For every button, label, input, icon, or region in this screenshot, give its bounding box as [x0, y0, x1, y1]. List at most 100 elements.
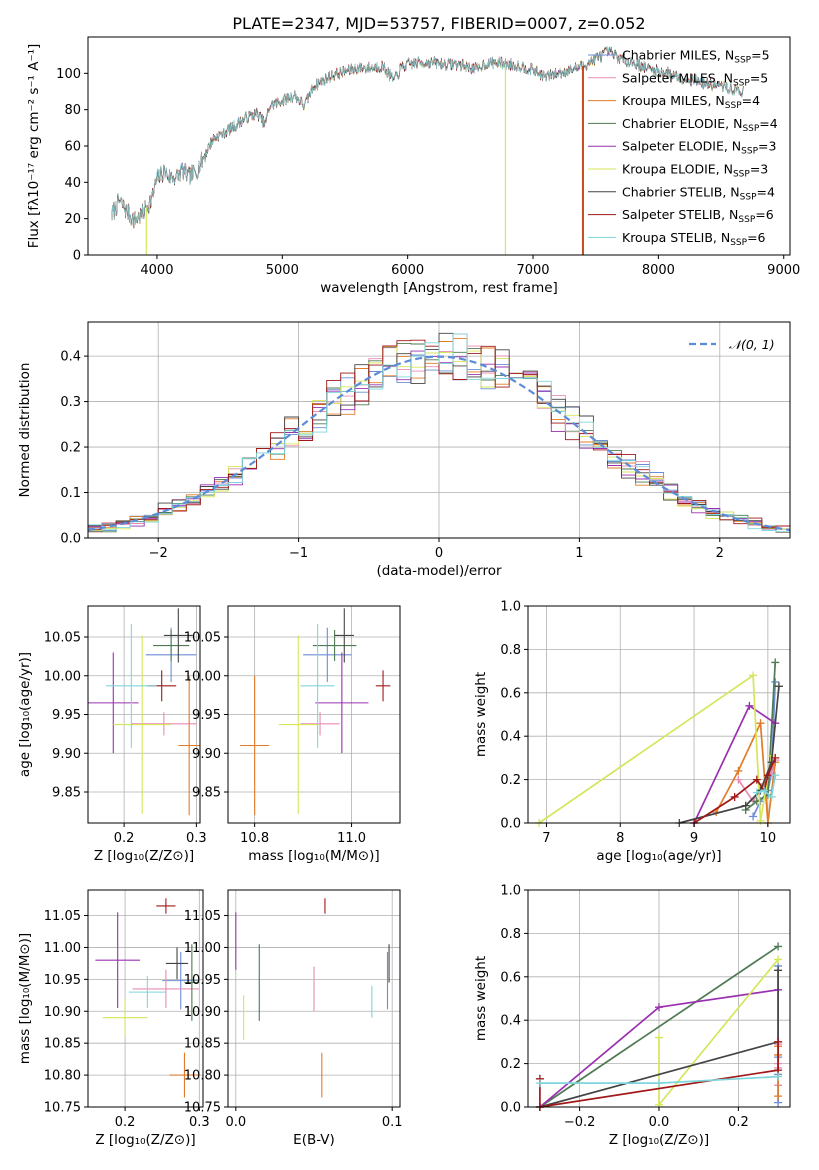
weight_vs_Z-ytick-label-5: 1.0: [500, 884, 521, 899]
weight_vs_age-marker-7-2: [752, 775, 761, 784]
age_vs_mass-point-1: [300, 712, 340, 736]
weight_vs_age-ytick-label-1: 0.2: [500, 773, 521, 788]
age_vs_Z-ytick-label-1: 9.90: [52, 747, 81, 762]
mass_vs_Z-point-4: [95, 912, 140, 1009]
mass_vs_Z-ytick-label-0: 10.75: [44, 1101, 81, 1116]
residuals-histogram-6: [88, 332, 790, 533]
age_vs_mass-point-8: [300, 623, 335, 748]
age_vs_mass-ytick-label-2: 9.95: [192, 708, 221, 723]
mass_vs_EBV-ytick-label-2: 10.85: [184, 1037, 221, 1052]
weight_vs_age-marker-7-4: [763, 771, 772, 780]
residuals-ytick-label-3: 0.3: [60, 395, 81, 410]
weight_vs_age-xtick-label-0: 7: [542, 831, 550, 846]
mass_vs_Z-frame: [87, 889, 204, 1108]
spectrum-xtick-label-1: 5000: [266, 263, 299, 278]
spectrum-xtick-label-2: 6000: [391, 263, 424, 278]
weight_vs_Z-xtick-label-0: −0.2: [564, 1115, 596, 1130]
residuals-xtick-label-4: 2: [716, 546, 724, 561]
spectrum-xtick-label-0: 4000: [140, 263, 173, 278]
age_vs_Z-points: [88, 608, 200, 816]
legend-label-7: Salpeter STELIB, NSSP=6: [622, 207, 774, 225]
age_vs_mass-points: [240, 608, 391, 816]
weight_vs_Z-xlabel: Z [log₁₀(Z/Z⊙)]: [609, 1132, 709, 1148]
legend-label-1: Salpeter MILES, NSSP=5: [622, 70, 768, 88]
spectrum-ytick-label-2: 40: [64, 176, 81, 191]
age_vs_mass-point-2: [240, 675, 270, 816]
mass_vs_Z-points: [95, 898, 200, 1098]
mass_vs_Z-point-3: [184, 944, 200, 1021]
weight_vs_Z-marker-8-1: [655, 1079, 663, 1088]
age_vs_Z-point-2: [178, 675, 200, 816]
age_vs_mass-ytick-label-4: 10.05: [184, 631, 221, 646]
weight_vs_Z-marker-6-2: [774, 966, 783, 975]
mass_vs_Z-ytick-label-5: 11.00: [44, 941, 81, 956]
age_vs_mass-point-3: [312, 630, 357, 662]
mass_vs_Z-point-7: [156, 898, 176, 914]
spectrum-xtick-label-5: 9000: [767, 263, 800, 278]
mass_vs_EBV-xtick-label-1: 0.1: [382, 1115, 403, 1130]
residuals-xtick-label-2: 0: [435, 546, 443, 561]
age_vs_mass-ytick-label-3: 10.00: [184, 669, 221, 684]
weight_vs_age-series-5: [538, 673, 773, 824]
weight_vs_age-frame: [527, 605, 791, 824]
weight_vs_age-marker-6-4: [774, 682, 783, 691]
weight_vs_Z-xtick-label-1: 0.0: [649, 1115, 670, 1130]
weight_vs_Z-ytick-label-1: 0.2: [500, 1057, 521, 1072]
spectrum-title: PLATE=2347, MJD=53757, FIBERID=0007, z=0…: [232, 14, 645, 33]
weight_vs_age-xtick-label-3: 10: [760, 831, 777, 846]
weight_vs_age-marker-3-3: [771, 658, 780, 667]
mass_vs_Z-ytick-label-2: 10.85: [44, 1037, 81, 1052]
weight_vs_Z-marker-2-2: [774, 1092, 783, 1101]
age_vs_Z-ytick-label-3: 10.00: [44, 669, 81, 684]
age_vs_Z-point-5: [113, 635, 172, 814]
mass_vs_EBV-xlabel: E(B-V): [293, 1132, 335, 1148]
spectrum-ytick-label-4: 80: [64, 103, 81, 118]
age_vs_mass-xlabel: mass [log₁₀(M/M⊙)]: [248, 848, 379, 864]
weight_vs_Z-marker-4-1: [655, 1003, 663, 1012]
age_vs_mass-point-6: [334, 608, 354, 663]
weight_vs_age-marker-1-0: [734, 775, 743, 784]
weight_vs_age-ytick-label-2: 0.4: [500, 730, 521, 745]
mass_vs_EBV-ytick-label-1: 10.80: [184, 1069, 221, 1084]
mass_vs_Z-point-0: [162, 951, 200, 1010]
age_vs_mass-point-0: [303, 627, 352, 682]
weight_vs_Z-marker-5-0: [655, 1033, 663, 1042]
spectrum-ytick-label-0: 0: [73, 249, 81, 264]
spectrum-lines: [111, 45, 744, 255]
weight_vs_Z-ytick-label-4: 0.8: [500, 927, 521, 942]
weight_vs_age-marker-0-0: [749, 812, 758, 821]
weight_vs_age-marker-8-1: [760, 786, 769, 795]
age_vs_Z-point-1: [131, 712, 197, 736]
mass_vs_Z-ytick-label-4: 10.95: [44, 973, 81, 988]
weight_vs_age-lines: [535, 658, 783, 827]
spectrum-ytick-label-3: 60: [64, 140, 81, 155]
age_vs_mass-ytick-label-0: 9.85: [192, 786, 221, 801]
weight_vs_age-ytick-label-3: 0.6: [500, 686, 521, 701]
weight_vs_age-marker-5-2: [756, 816, 765, 825]
weight_vs_Z-ytick-label-2: 0.4: [500, 1014, 521, 1029]
residuals-xtick-label-1: −1: [289, 546, 308, 561]
weight_vs_age-marker-8-2: [767, 792, 776, 801]
age_vs_Z-ytick-label-0: 9.85: [52, 786, 81, 801]
age_vs_mass-xtick-label-0: 10.8: [240, 831, 269, 846]
legend-label-8: Kroupa STELIB, NSSP=6: [622, 230, 766, 248]
residuals-ytick-label-4: 0.4: [60, 350, 81, 365]
weight_vs_Z-series-7: [539, 1041, 779, 1108]
age_vs_Z-ylabel: age [log₁₀(age/yr)]: [17, 652, 33, 777]
mass_vs_Z-point-1: [132, 969, 200, 1009]
legend-label-0: Chabrier MILES, NSSP=5: [622, 48, 770, 66]
weight_vs_age-marker-4-1: [745, 701, 754, 710]
residuals-histogram-8: [88, 333, 790, 533]
mass_vs_Z-ytick-label-3: 10.90: [44, 1005, 81, 1020]
spectrum-xtick-label-4: 8000: [642, 263, 675, 278]
age_vs_mass-point-7: [375, 670, 391, 702]
mass_vs_Z-xtick-label-0: 0.2: [115, 1115, 136, 1130]
age_vs_Z-point-8: [106, 623, 157, 748]
age_vs_Z-ytick-label-2: 9.95: [52, 708, 81, 723]
age_vs_Z-point-6: [163, 608, 193, 663]
mass_vs_EBV-points: [235, 898, 390, 1098]
age_vs_mass-ytick-label-1: 9.90: [192, 747, 221, 762]
weight_vs_Z-series-5: [658, 958, 779, 1108]
residuals-xtick-label-3: 1: [575, 546, 583, 561]
